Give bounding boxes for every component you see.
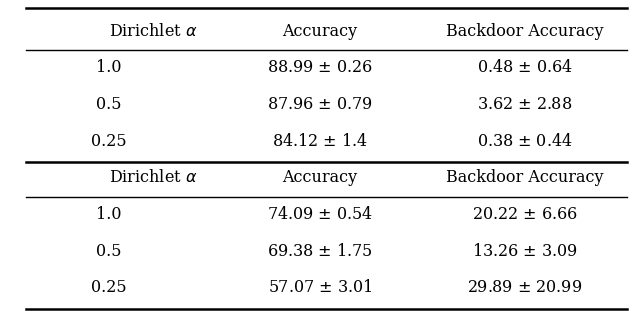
Text: 0.48 $\pm$ 0.64: 0.48 $\pm$ 0.64 [477,59,573,76]
Text: 1.0: 1.0 [96,59,122,76]
Text: 3.62 $\pm$ 2.88: 3.62 $\pm$ 2.88 [477,96,572,113]
Text: 0.38 $\pm$ 0.44: 0.38 $\pm$ 0.44 [477,133,573,150]
Text: 20.22 $\pm$ 6.66: 20.22 $\pm$ 6.66 [472,206,577,223]
Text: 57.07 $\pm$ 3.01: 57.07 $\pm$ 3.01 [268,280,372,296]
Text: 0.5: 0.5 [96,243,122,260]
Text: 74.09 $\pm$ 0.54: 74.09 $\pm$ 0.54 [267,206,373,223]
Text: Accuracy: Accuracy [282,169,358,186]
Text: Backdoor Accuracy: Backdoor Accuracy [446,23,604,39]
Text: Dirichlet $\alpha$: Dirichlet $\alpha$ [109,169,197,186]
Text: 1.0: 1.0 [96,206,122,223]
Text: 29.89 $\pm$ 20.99: 29.89 $\pm$ 20.99 [467,280,582,296]
Text: 87.96 $\pm$ 0.79: 87.96 $\pm$ 0.79 [267,96,373,113]
Text: 0.25: 0.25 [91,280,127,296]
Text: 69.38 $\pm$ 1.75: 69.38 $\pm$ 1.75 [268,243,372,260]
Text: 13.26 $\pm$ 3.09: 13.26 $\pm$ 3.09 [472,243,577,260]
Text: Accuracy: Accuracy [282,23,358,39]
Text: 84.12 $\pm$ 1.4: 84.12 $\pm$ 1.4 [272,133,368,150]
Text: 88.99 $\pm$ 0.26: 88.99 $\pm$ 0.26 [267,59,373,76]
Text: 0.5: 0.5 [96,96,122,113]
Text: 0.25: 0.25 [91,133,127,150]
Text: Dirichlet $\alpha$: Dirichlet $\alpha$ [109,23,197,39]
Text: Backdoor Accuracy: Backdoor Accuracy [446,169,604,186]
